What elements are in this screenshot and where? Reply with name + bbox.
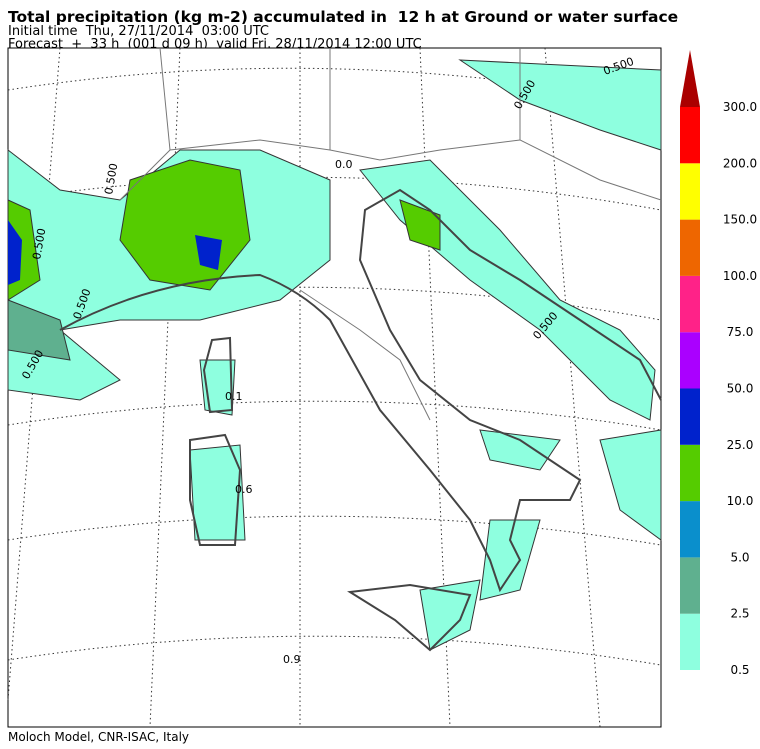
footer: Moloch Model, CNR-ISAC, Italy bbox=[8, 730, 189, 744]
colorbar-segment bbox=[680, 275, 700, 333]
contour-label: 0.9 bbox=[283, 653, 301, 666]
borders bbox=[119, 47, 662, 421]
map-frame bbox=[7, 47, 662, 728]
colorbar-tick-label: 100.0 bbox=[723, 269, 757, 283]
contour-label: 0.500 bbox=[30, 227, 48, 260]
colorbar-tick-label: 25.0 bbox=[727, 438, 754, 452]
colorbar: 0.5 2.5 5.0 10.0 25.0 50.0 75.0 100.0 150.0 200.0… bbox=[680, 50, 757, 677]
contour-label: 0.0 bbox=[335, 158, 353, 171]
colorbar-tick-label: 300.0 bbox=[723, 100, 757, 114]
map bbox=[7, 47, 662, 728]
colorbar-segment bbox=[680, 388, 700, 445]
colorbar-tick-label: 200.0 bbox=[723, 156, 757, 170]
contour-label: 0.6 bbox=[235, 483, 253, 496]
colorbar-tick-label: 50.0 bbox=[727, 382, 754, 396]
colorbar-tick-label: 75.0 bbox=[727, 325, 754, 339]
contour-label: 0.500 bbox=[102, 162, 120, 195]
coastlines bbox=[59, 188, 662, 652]
colorbar-tick-label: 0.5 bbox=[730, 663, 749, 677]
colorbar-segment bbox=[680, 501, 700, 558]
colorbar-segment bbox=[680, 444, 700, 502]
colorbar-tick-label: 150.0 bbox=[723, 213, 757, 227]
contour-label: 0.1 bbox=[225, 390, 243, 403]
colorbar-tick-label: 2.5 bbox=[730, 607, 749, 621]
colorbar-segment bbox=[680, 332, 700, 389]
colorbar-segment bbox=[680, 163, 700, 220]
initial-time: Initial time Thu, 27/11/2014 03:00 UTC bbox=[8, 24, 269, 39]
title: Total precipitation (kg m-2) accumulated… bbox=[8, 8, 678, 26]
colorbar-segment bbox=[680, 613, 700, 670]
colorbar-segment bbox=[680, 557, 700, 614]
colorbar-tick-label: 10.0 bbox=[727, 494, 754, 508]
colorbar-segment bbox=[680, 219, 700, 276]
colorbar-tick-label: 5.0 bbox=[730, 550, 749, 564]
colorbar-overflow-arrow bbox=[680, 50, 700, 107]
colorbar-segment bbox=[680, 107, 700, 164]
